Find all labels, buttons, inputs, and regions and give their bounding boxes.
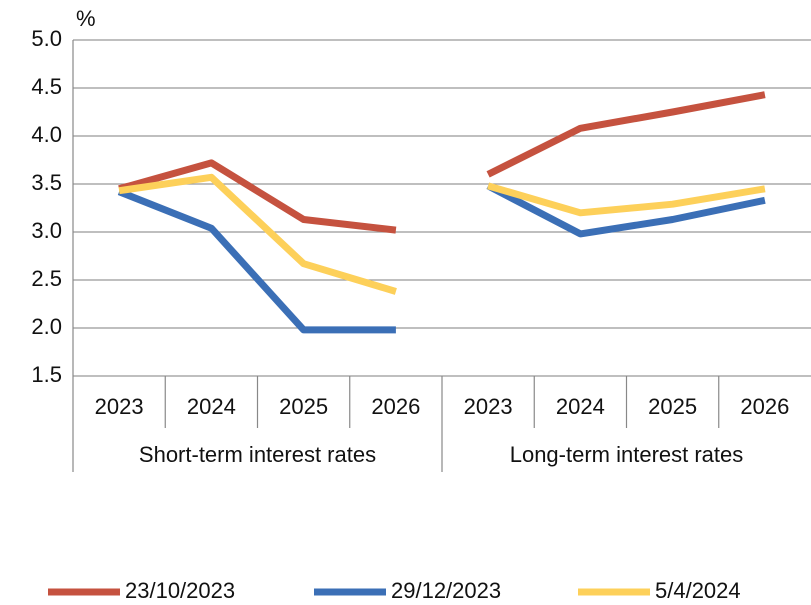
x-tick-label: 2026 bbox=[371, 394, 420, 419]
x-tick-label: 2023 bbox=[95, 394, 144, 419]
y-tick-label: 5.0 bbox=[31, 26, 62, 51]
x-tick-label: 2023 bbox=[464, 394, 513, 419]
legend-label: 23/10/2023 bbox=[125, 578, 235, 603]
y-tick-label: 4.5 bbox=[31, 74, 62, 99]
y-tick-label: 1.5 bbox=[31, 362, 62, 387]
y-tick-label: 2.0 bbox=[31, 314, 62, 339]
series-line bbox=[486, 182, 766, 238]
series-line bbox=[118, 173, 397, 295]
group-label: Short-term interest rates bbox=[139, 442, 376, 467]
x-tick-label: 2025 bbox=[648, 394, 697, 419]
x-tick-label: 2025 bbox=[279, 394, 328, 419]
x-tick-label: 2024 bbox=[187, 394, 236, 419]
series-line bbox=[486, 91, 766, 178]
series-line bbox=[118, 159, 397, 234]
legend-label: 29/12/2023 bbox=[391, 578, 501, 603]
y-tick-label: 4.0 bbox=[31, 122, 62, 147]
y-tick-label: 3.5 bbox=[31, 170, 62, 195]
group-label: Long-term interest rates bbox=[510, 442, 744, 467]
series-line bbox=[117, 188, 396, 334]
y-axis-label: % bbox=[76, 6, 96, 31]
series-line bbox=[487, 182, 766, 217]
x-tick-label: 2024 bbox=[556, 394, 605, 419]
x-tick-label: 2026 bbox=[740, 394, 789, 419]
y-tick-label: 2.5 bbox=[31, 266, 62, 291]
legend-label: 5/4/2024 bbox=[655, 578, 741, 603]
y-tick-label: 3.0 bbox=[31, 218, 62, 243]
